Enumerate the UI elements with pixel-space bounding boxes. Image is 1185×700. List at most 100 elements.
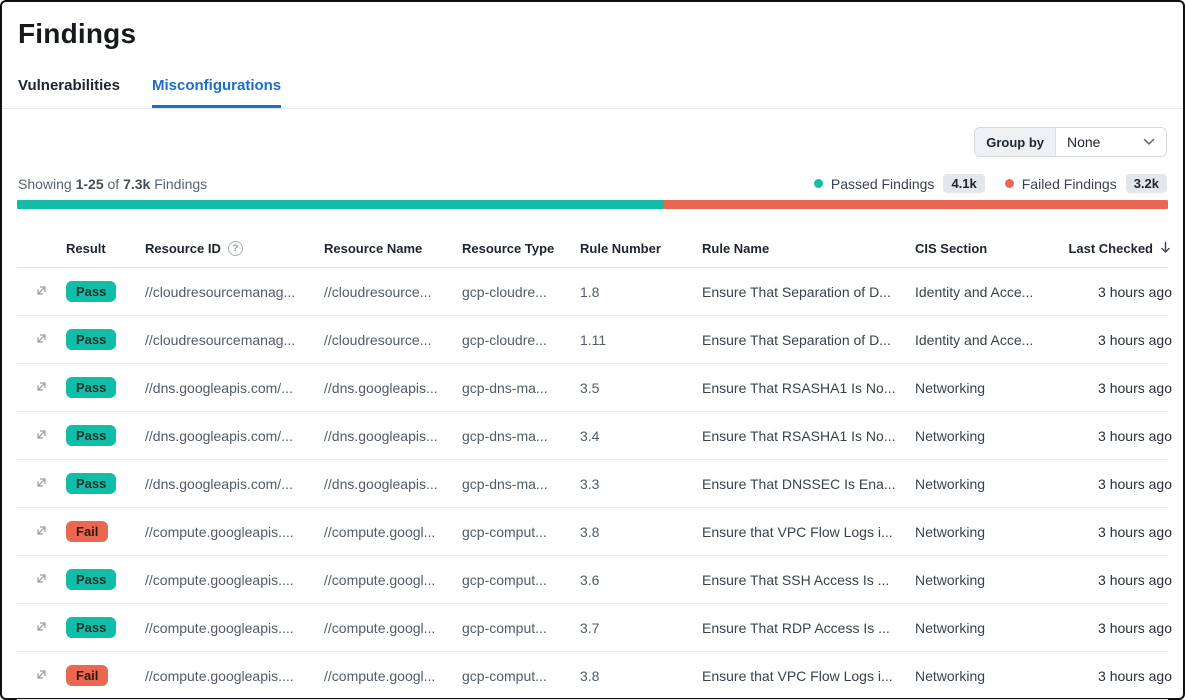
cis-section-cell: Networking — [915, 379, 986, 396]
expand-row-icon[interactable] — [34, 379, 49, 394]
resource-type-cell: gcp-cloudre... — [462, 331, 547, 348]
result-badge: Fail — [66, 521, 109, 542]
resource-id-cell: //dns.googleapis.com/... — [145, 379, 293, 396]
group-by-control[interactable]: Group by None — [974, 127, 1167, 157]
last-checked-cell: 3 hours ago — [1098, 331, 1172, 348]
sort-desc-icon[interactable] — [1159, 241, 1172, 257]
cis-section-cell: Networking — [915, 523, 986, 540]
showing-range: 1-25 — [75, 175, 104, 192]
table-row[interactable]: Pass //dns.googleapis.com/... //dns.goog… — [17, 460, 1172, 508]
last-checked-cell: 3 hours ago — [1098, 571, 1172, 588]
column-header-rule-name[interactable]: Rule Name — [702, 241, 770, 256]
cis-section-cell: Networking — [915, 475, 986, 492]
column-header-cis-section[interactable]: CIS Section — [915, 241, 988, 256]
rule-number-cell: 3.3 — [580, 475, 600, 492]
rule-name-cell: Ensure that VPC Flow Logs i... — [702, 667, 893, 684]
table-row[interactable]: Pass //compute.googleapis.... //compute.… — [17, 556, 1172, 604]
resource-name-cell: //compute.googl... — [324, 667, 436, 684]
last-checked-cell: 3 hours ago — [1098, 427, 1172, 444]
cis-section-cell: Networking — [915, 571, 986, 588]
last-checked-cell: 3 hours ago — [1098, 667, 1172, 684]
column-header-rule-number[interactable]: Rule Number — [580, 241, 661, 256]
passed-bar-segment — [17, 200, 664, 209]
rule-name-cell: Ensure That RDP Access Is ... — [702, 619, 890, 636]
table-row[interactable]: Fail //compute.googleapis.... //compute.… — [17, 652, 1172, 700]
resource-type-cell: gcp-dns-ma... — [462, 475, 548, 492]
column-header-result[interactable]: Result — [66, 241, 106, 256]
showing-suffix: Findings — [154, 175, 208, 192]
rule-number-cell: 3.4 — [580, 427, 600, 444]
failed-count-badge: 3.2k — [1125, 174, 1167, 193]
toolbar: Group by None — [2, 109, 1183, 157]
table-row[interactable]: Pass //dns.googleapis.com/... //dns.goog… — [17, 412, 1172, 460]
findings-ratio-bar — [17, 200, 1168, 209]
table-row[interactable]: Fail //compute.googleapis.... //compute.… — [17, 508, 1172, 556]
resource-name-cell: //dns.googleapis... — [324, 475, 438, 492]
table-row[interactable]: Pass //compute.googleapis.... //compute.… — [17, 604, 1172, 652]
result-badge: Pass — [66, 569, 117, 590]
resource-id-cell: //compute.googleapis.... — [145, 667, 294, 684]
expand-row-icon[interactable] — [34, 523, 49, 538]
tab-misconfigurations[interactable]: Misconfigurations — [151, 77, 282, 108]
help-icon[interactable]: ? — [227, 241, 243, 256]
rule-name-cell: Ensure That Separation of D... — [702, 283, 891, 300]
passed-dot-icon — [813, 179, 823, 188]
resource-type-cell: gcp-comput... — [462, 571, 547, 588]
last-checked-cell: 3 hours ago — [1098, 379, 1172, 396]
showing-prefix: Showing — [18, 175, 72, 192]
rule-name-cell: Ensure That Separation of D... — [702, 331, 891, 348]
resource-id-cell: //dns.googleapis.com/... — [145, 427, 293, 444]
resource-id-cell: //dns.googleapis.com/... — [145, 475, 293, 492]
resource-id-cell: //compute.googleapis.... — [145, 523, 294, 540]
rule-name-cell: Ensure That SSH Access Is ... — [702, 571, 890, 588]
showing-total: 7.3k — [123, 175, 151, 192]
failed-bar-segment — [663, 200, 1168, 209]
resource-id-cell: //compute.googleapis.... — [145, 619, 294, 636]
table-row[interactable]: Pass //dns.googleapis.com/... //dns.goog… — [17, 364, 1172, 412]
result-badge: Pass — [66, 281, 117, 302]
result-badge: Pass — [66, 329, 117, 350]
resource-type-cell: gcp-comput... — [462, 523, 547, 540]
resource-name-cell: //cloudresource... — [324, 331, 432, 348]
column-header-resource-type[interactable]: Resource Type — [462, 241, 555, 256]
column-header-resource-id[interactable]: Resource ID ? — [145, 241, 324, 256]
showing-of: of — [107, 175, 120, 192]
column-header-last-checked[interactable]: Last Checked — [1065, 241, 1172, 257]
expand-row-icon[interactable] — [34, 427, 49, 442]
expand-row-icon[interactable] — [34, 667, 49, 682]
group-by-select[interactable]: None — [1056, 128, 1166, 156]
rule-number-cell: 3.5 — [580, 379, 600, 396]
tab-vulnerabilities[interactable]: Vulnerabilities — [18, 77, 120, 94]
resource-name-cell: //dns.googleapis... — [324, 379, 438, 396]
rule-number-cell: 1.11 — [580, 331, 607, 348]
last-checked-cell: 3 hours ago — [1098, 619, 1172, 636]
column-header-resource-name[interactable]: Resource Name — [324, 241, 423, 256]
result-badge: Pass — [66, 617, 117, 638]
table-row[interactable]: Pass //cloudresourcemanag... //cloudreso… — [17, 316, 1172, 364]
findings-table: Result Resource ID ? Resource Name Resou… — [17, 230, 1172, 700]
resource-name-cell: //cloudresource... — [324, 283, 432, 300]
rule-number-cell: 3.7 — [580, 619, 600, 636]
rule-number-cell: 3.6 — [580, 571, 600, 588]
table-body: Pass //cloudresourcemanag... //cloudreso… — [17, 268, 1172, 700]
chevron-down-icon — [1143, 138, 1155, 145]
expand-row-icon[interactable] — [34, 283, 49, 298]
table-row[interactable]: Pass //cloudresourcemanag... //cloudreso… — [17, 268, 1172, 316]
resource-id-cell: //compute.googleapis.... — [145, 571, 294, 588]
expand-row-icon[interactable] — [34, 619, 49, 634]
cis-section-cell: Identity and Acce... — [915, 283, 1034, 300]
expand-row-icon[interactable] — [34, 331, 49, 346]
rule-name-cell: Ensure that VPC Flow Logs i... — [702, 523, 893, 540]
rule-number-cell: 3.8 — [580, 667, 600, 684]
rule-number-cell: 1.8 — [580, 283, 600, 300]
last-checked-cell: 3 hours ago — [1098, 523, 1172, 540]
last-checked-cell: 3 hours ago — [1098, 283, 1172, 300]
results-count: Showing 1-25 of 7.3k Findings — [18, 176, 207, 192]
expand-row-icon[interactable] — [34, 475, 49, 490]
findings-legend: Passed Findings 4.1k Failed Findings 3.2… — [813, 174, 1167, 193]
rule-number-cell: 3.8 — [580, 523, 600, 540]
result-badge: Pass — [66, 473, 117, 494]
expand-row-icon[interactable] — [34, 571, 49, 586]
resource-name-cell: //compute.googl... — [324, 523, 436, 540]
resource-id-cell: //cloudresourcemanag... — [145, 331, 296, 348]
